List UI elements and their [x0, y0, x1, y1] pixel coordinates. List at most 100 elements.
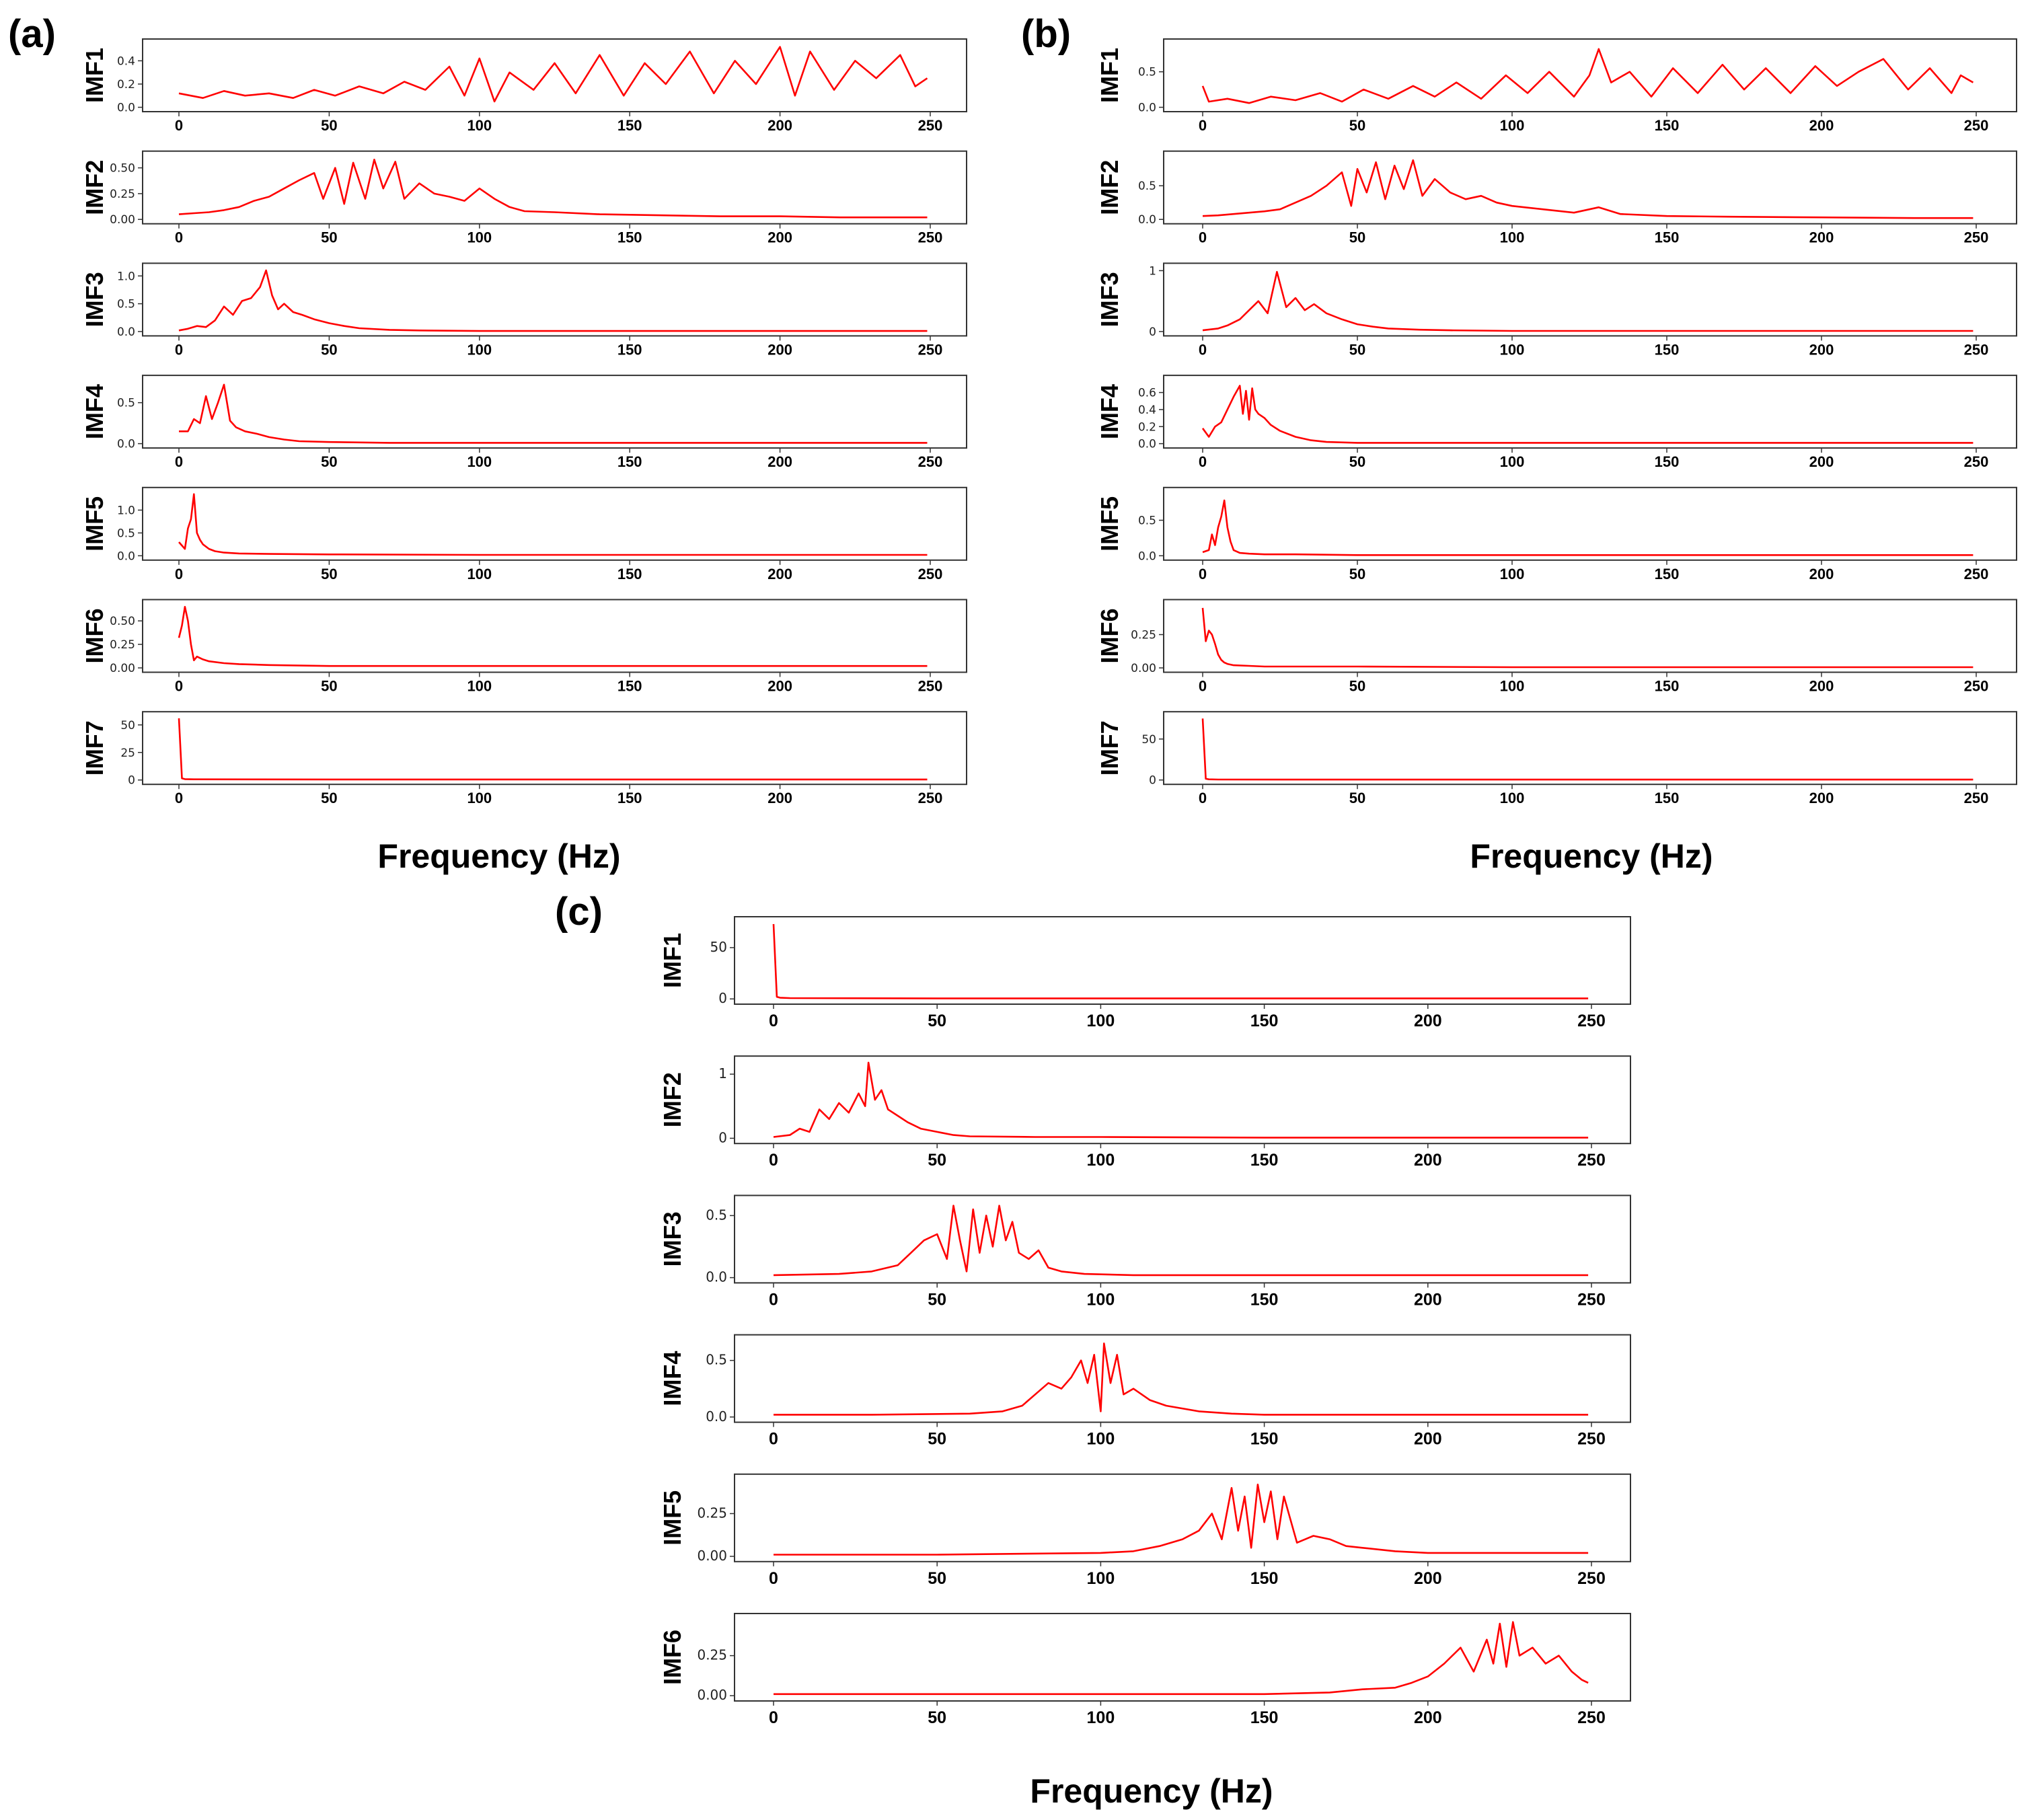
series-line-imf2: [1202, 159, 1974, 219]
y-tick-label: 0.5: [117, 527, 135, 540]
x-tick-label: 200: [1809, 566, 1834, 582]
x-tick-label: 200: [1809, 341, 1834, 358]
x-tick-label: 50: [321, 117, 337, 134]
x-tick-label: 0: [1199, 790, 1207, 806]
series-line-imf5: [774, 1483, 1589, 1556]
x-tick-label: 250: [1577, 1012, 1606, 1030]
y-tick-label: 0.25: [697, 1647, 727, 1663]
x-axis-label: Frequency (Hz): [377, 837, 620, 875]
plot-frame: [142, 150, 967, 225]
y-tick-label: 0.0: [117, 102, 135, 115]
y-axis-label: IMF3: [81, 272, 108, 327]
x-tick-label: 100: [1087, 1151, 1115, 1170]
y-tick-label: 0.0: [117, 549, 135, 563]
x-tick-label: 50: [1349, 117, 1365, 134]
y-tick-label: 0.2: [1138, 420, 1156, 434]
y-axis-label: IMF1: [1096, 48, 1123, 103]
y-tick-label: 50: [1141, 733, 1156, 747]
x-tick-label: 50: [928, 1012, 946, 1030]
y-axis-label: IMF4: [81, 384, 108, 439]
x-tick-label: 250: [1964, 566, 1989, 582]
x-tick-label: 150: [1250, 1290, 1279, 1309]
series-line-imf7: [178, 718, 928, 781]
plot-frame: [1163, 38, 2017, 112]
x-tick-label: 100: [1500, 229, 1525, 246]
plot-frame: [734, 1473, 1631, 1562]
x-tick-label: 150: [1655, 453, 1680, 470]
series-line-imf1: [1201, 48, 1974, 104]
y-tick-label: 1: [1149, 264, 1156, 278]
x-tick-label: 100: [467, 229, 492, 246]
y-axis-label: IMF5: [81, 496, 108, 552]
x-tick-label: 150: [617, 117, 642, 134]
plot-frame: [1163, 599, 2017, 673]
x-tick-label: 150: [1250, 1569, 1279, 1588]
series-line-imf6: [1201, 607, 1974, 669]
y-tick-label: 0.5: [706, 1352, 727, 1368]
y-tick-label: 0.5: [117, 397, 135, 410]
subplot-imf4: IMF4 0.0 0.2 0.4 0.6 0 50 100 150 200 250: [1096, 375, 2017, 470]
x-tick-label: 0: [769, 1151, 778, 1170]
y-axis-label: IMF6: [1096, 608, 1123, 663]
y-tick-label: 0.0: [117, 438, 135, 451]
x-tick-label: 0: [769, 1569, 778, 1588]
y-axis-label: IMF4: [659, 1351, 686, 1406]
y-tick-label: 0.6: [1138, 387, 1156, 400]
x-tick-label: 50: [1349, 453, 1365, 470]
plot-frame: [734, 1195, 1631, 1284]
y-tick-label: 0.25: [1131, 629, 1156, 642]
x-tick-label: 250: [918, 566, 943, 582]
x-tick-label: 200: [1414, 1569, 1442, 1588]
x-tick-label: 100: [467, 790, 492, 806]
series-line-imf3: [1202, 270, 1974, 332]
x-tick-label: 250: [918, 453, 943, 470]
series-line-imf2: [773, 1061, 1589, 1139]
x-tick-label: 150: [617, 566, 642, 582]
x-tick-label: 200: [767, 229, 792, 246]
x-tick-label: 200: [1414, 1290, 1442, 1309]
y-tick-label: 0.25: [110, 188, 135, 201]
x-tick-label: 250: [918, 229, 943, 246]
x-tick-label: 50: [928, 1569, 946, 1588]
x-tick-label: 200: [767, 341, 792, 358]
x-tick-label: 0: [1199, 453, 1207, 470]
x-tick-label: 0: [769, 1290, 778, 1309]
x-tick-label: 250: [1964, 678, 1989, 695]
series-line-imf3: [178, 269, 928, 332]
x-tick-label: 100: [1500, 453, 1525, 470]
y-tick-label: 50: [120, 719, 135, 732]
y-tick-label: 0.50: [110, 615, 135, 628]
y-axis-label: IMF3: [659, 1211, 686, 1266]
x-tick-label: 200: [1414, 1708, 1442, 1727]
subplot-imf3: IMF3 0.0 0.5 0 50 100 150 200 250: [659, 1195, 1631, 1309]
y-tick-label: 0.2: [117, 78, 135, 91]
x-tick-label: 250: [1964, 229, 1989, 246]
y-tick-label: 0.0: [1138, 438, 1156, 451]
plot-frame: [734, 1334, 1631, 1423]
x-tick-label: 200: [1414, 1430, 1442, 1449]
x-tick-label: 0: [175, 453, 183, 470]
series-line-imf1: [178, 46, 928, 103]
x-tick-label: 100: [1500, 790, 1525, 806]
series-line-imf6: [774, 1621, 1589, 1696]
plot-frame: [734, 1055, 1631, 1145]
series-line-imf1: [772, 923, 1589, 999]
series-line-imf3: [773, 1205, 1589, 1277]
plot-frame: [142, 38, 967, 112]
subplot-imf2: IMF2 0 1 0 50 100 150 200 250: [659, 1055, 1631, 1170]
x-tick-label: 150: [1250, 1430, 1279, 1449]
x-tick-label: 0: [175, 566, 183, 582]
x-tick-label: 250: [1964, 117, 1989, 134]
x-tick-label: 0: [1199, 229, 1207, 246]
plot-frame: [142, 599, 967, 673]
x-tick-label: 100: [1500, 566, 1525, 582]
x-tick-label: 0: [175, 790, 183, 806]
x-tick-label: 50: [1349, 341, 1365, 358]
x-tick-label: 150: [1250, 1012, 1279, 1030]
y-tick-label: 0.25: [110, 638, 135, 652]
panel-a: (a) Frequency (Hz) IMF1 0.0 0.2 0.4 0 50 100 150 2…: [8, 12, 967, 875]
y-tick-label: 0: [1149, 774, 1156, 788]
